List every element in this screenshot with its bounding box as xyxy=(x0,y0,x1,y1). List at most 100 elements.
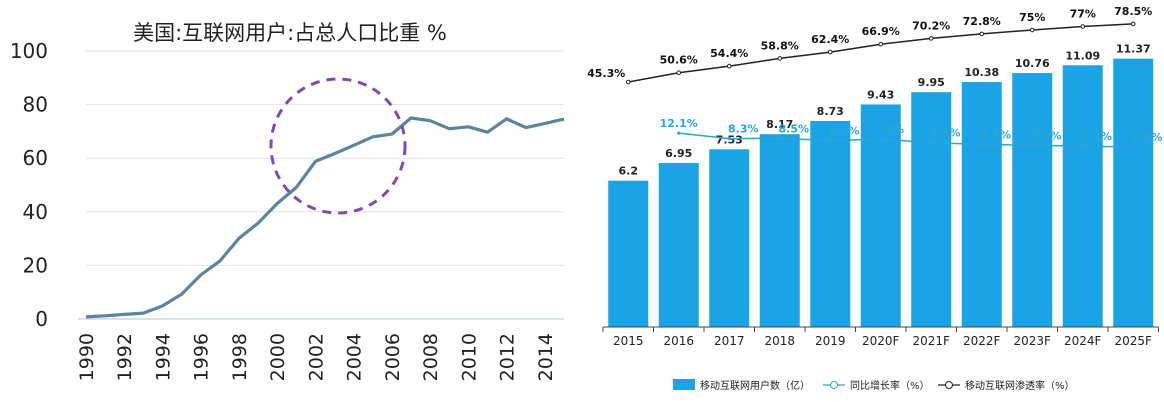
x-tick-label: 2025F xyxy=(1115,334,1153,348)
bar xyxy=(961,82,1002,327)
bar xyxy=(608,180,649,327)
x-tick-label: 2023F xyxy=(1014,334,1052,348)
penetration-point xyxy=(1029,27,1035,33)
legend-marker-penetration xyxy=(945,381,953,389)
x-tick-label: 2018 xyxy=(764,334,795,348)
penetration-point xyxy=(1130,21,1136,27)
x-tick-label: 2004 xyxy=(344,333,366,381)
penetration-point xyxy=(1080,24,1086,29)
penetration-point xyxy=(625,79,631,85)
legend-label: 移动互联网渗透率（%） xyxy=(965,379,1075,392)
x-axis-ticks: 1990 1992 1994 1996 1998 2000 2002 2004 2006 2008… xyxy=(76,333,557,381)
bar-value-label: 8.73 xyxy=(817,105,844,118)
legend-swatch-bar xyxy=(673,379,695,390)
x-tick-label: 1990 xyxy=(76,333,98,381)
bar-value-label: 9.95 xyxy=(918,76,945,89)
bar-value-label: 10.76 xyxy=(1015,57,1050,70)
internet-users-share-chart: 美国:互联网用户:占总人口比重 % 0 20 40 60 80 100 1990 1992 1… xyxy=(10,21,565,381)
growth-label: 6.9% xyxy=(829,125,860,138)
growth-label: 3.1% xyxy=(1081,130,1112,143)
x-tick-label: 1994 xyxy=(152,333,174,381)
penetration-label: 50.6% xyxy=(660,54,698,67)
growth-point xyxy=(980,142,984,146)
y-tick-label: 100 xyxy=(10,39,48,63)
growth-label: 4.3% xyxy=(980,128,1011,141)
x-tick-label: 2000 xyxy=(267,333,289,381)
penetration-point xyxy=(827,49,833,55)
bar xyxy=(658,162,699,327)
penetration-label: 72.8% xyxy=(963,15,1001,28)
penetration-line-layer: 45.3% 50.6% 54.4% 58.8% 62.4% 66.9% 70.2% 72.8%… xyxy=(587,5,1152,85)
highlight-circle xyxy=(269,77,407,215)
penetration-label: 58.8% xyxy=(761,39,799,52)
mobile-internet-users-chart: 6.26.957.538.178.739.439.9510.3810.7611.… xyxy=(587,5,1163,392)
x-tick-label: 2016 xyxy=(663,334,694,348)
penetration-label: 70.2% xyxy=(912,19,950,32)
penetration-point xyxy=(726,63,732,69)
x-tick-label: 1992 xyxy=(114,333,136,381)
bar-value-label: 6.95 xyxy=(665,147,692,160)
growth-label: 12.1% xyxy=(660,117,698,130)
growth-label: 8.5% xyxy=(778,122,809,135)
x-tick-label: 2012 xyxy=(497,333,519,381)
growth-line-layer: 12.1% 8.3% 8.5% 6.9% 8% 5.5% 4.3% 3.7% 3.1% 2.5% xyxy=(660,117,1163,149)
bars-layer: 6.26.957.538.178.739.439.9510.3810.7611.… xyxy=(608,43,1154,328)
bar-value-label: 10.38 xyxy=(964,66,999,79)
y-tick-label: 60 xyxy=(23,146,48,170)
series-line xyxy=(85,116,565,319)
bar xyxy=(759,134,800,327)
gridlines xyxy=(78,50,564,320)
penetration-label: 77% xyxy=(1070,8,1096,21)
growth-series-line xyxy=(678,132,1134,148)
legend-label: 同比增长率（%） xyxy=(850,379,930,392)
y-tick-label: 80 xyxy=(23,93,48,117)
penetration-label: 45.3% xyxy=(587,67,625,80)
penetration-label: 66.9% xyxy=(862,25,900,38)
bar xyxy=(1113,58,1154,327)
penetration-point xyxy=(777,56,783,61)
penetration-point xyxy=(676,70,682,76)
y-tick-label: 20 xyxy=(23,253,48,277)
penetration-label: 62.4% xyxy=(811,33,849,46)
bar-value-label: 11.37 xyxy=(1116,43,1151,56)
penetration-point xyxy=(979,31,985,37)
legend-marker-growth xyxy=(830,381,838,389)
growth-point xyxy=(1131,145,1135,149)
x-tick-label: 2019 xyxy=(815,334,846,348)
x-tick-label: 2006 xyxy=(382,333,404,381)
x-tick-label: 2022F xyxy=(963,334,1001,348)
y-tick-label: 40 xyxy=(23,200,48,224)
y-tick-label: 0 xyxy=(35,307,48,331)
x-tick-label: 2014 xyxy=(535,333,557,381)
growth-point xyxy=(727,136,731,141)
bar xyxy=(1012,73,1053,328)
x-tick-label: 2015 xyxy=(613,334,644,348)
growth-label: 5.5% xyxy=(930,127,961,140)
chart-title: 美国:互联网用户:占总人口比重 % xyxy=(133,21,447,45)
growth-point xyxy=(1030,143,1034,147)
x-tick-label: 2017 xyxy=(714,334,745,348)
growth-point xyxy=(778,136,782,140)
bar xyxy=(709,149,750,327)
annotation-layer xyxy=(269,77,407,215)
bar xyxy=(810,120,851,327)
x-tick-label: 1996 xyxy=(191,333,213,381)
growth-label: 8.3% xyxy=(728,123,759,136)
penetration-label: 78.5% xyxy=(1114,5,1152,18)
y-axis-ticks: 0 20 40 60 80 100 xyxy=(10,39,48,331)
legend: 移动互联网用户数（亿） 同比增长率（%） 移动互联网渗透率（%） xyxy=(673,379,1075,392)
x-tick-label: 2002 xyxy=(305,333,327,381)
penetration-label: 54.4% xyxy=(710,47,748,60)
bar xyxy=(860,104,901,328)
penetration-point xyxy=(878,41,884,47)
bar xyxy=(911,92,952,328)
growth-point xyxy=(929,141,933,145)
bar-value-label: 6.2 xyxy=(619,165,639,178)
growth-label: 8% xyxy=(885,123,904,136)
bar xyxy=(1062,65,1103,327)
bar-value-label: 11.09 xyxy=(1065,49,1100,62)
x-tick-label: 2008 xyxy=(420,333,442,381)
penetration-point xyxy=(928,36,934,41)
growth-point xyxy=(879,137,883,141)
penetration-label: 75% xyxy=(1019,11,1045,24)
